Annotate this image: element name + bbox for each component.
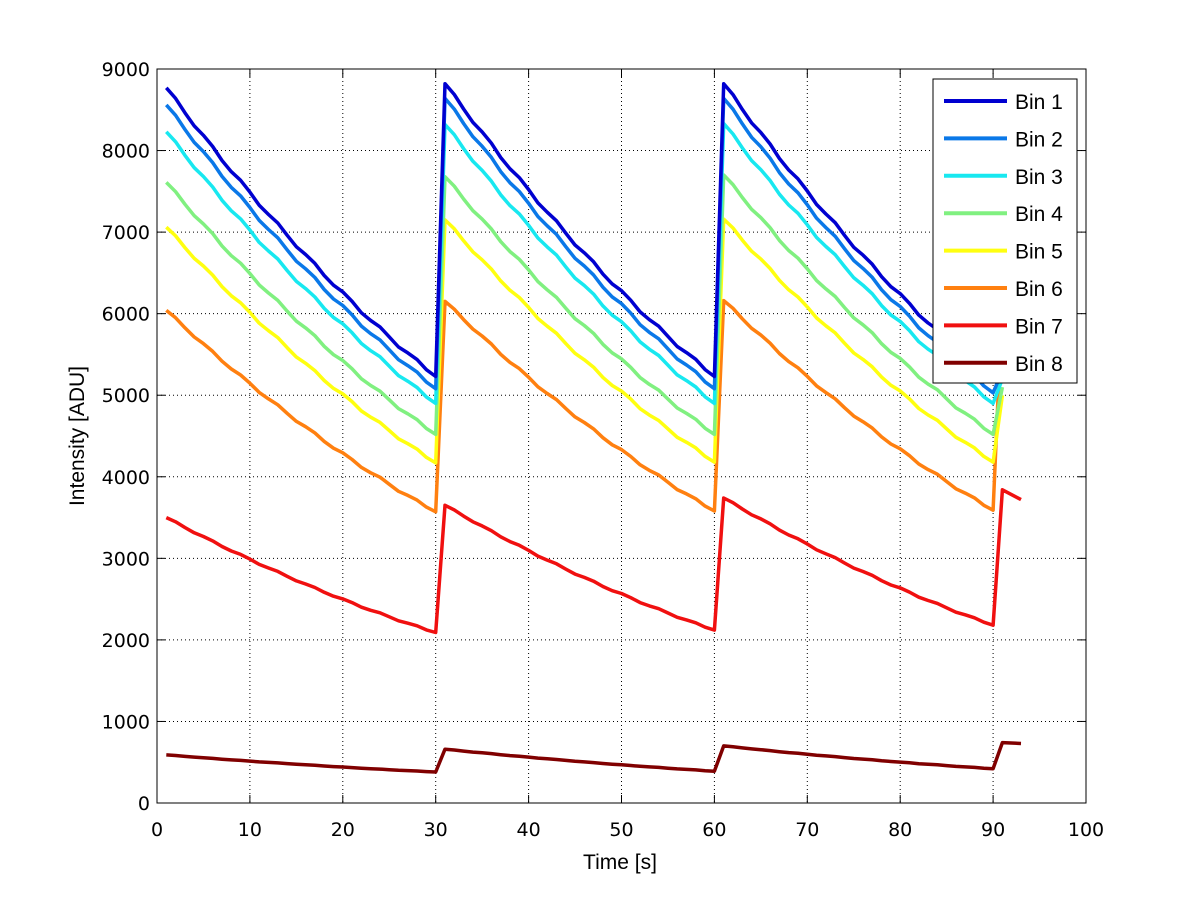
legend-box (932, 78, 1078, 384)
x-tick-labels: 0 10 20 30 40 50 60 70 80 90 100 (151, 819, 1104, 841)
y-tick-label: 4000 (102, 467, 150, 489)
series-line-bin-4 (165, 173, 1005, 437)
x-tick-label: 80 (888, 819, 912, 841)
y-axis-label: Intensity [ADU] (66, 366, 89, 506)
legend-label: Bin 8 (1015, 353, 1063, 376)
x-tick-label: 70 (795, 819, 819, 841)
x-tick-label: 30 (424, 819, 448, 841)
series-line-bin-6 (165, 297, 1005, 514)
x-tick-label: 60 (702, 819, 726, 841)
axis-ticks (156, 68, 1087, 804)
y-tick-label: 3000 (102, 548, 150, 570)
y-tick-label: 5000 (102, 385, 150, 407)
legend-label: Bin 6 (1015, 278, 1063, 301)
legend-label: Bin 5 (1015, 241, 1063, 264)
x-tick-label: 50 (609, 819, 633, 841)
y-tick-label: 0 (138, 793, 150, 815)
legend-label: Bin 3 (1015, 166, 1063, 189)
series-line-bin-2 (164, 96, 1005, 395)
x-tick-label: 0 (151, 819, 163, 841)
series-line-bin-8 (166, 740, 1022, 774)
y-tick-label: 7000 (102, 222, 150, 244)
series-line-bin-3 (165, 121, 1005, 406)
x-tick-label: 100 (1068, 819, 1104, 841)
y-tick-label: 6000 (102, 304, 150, 326)
y-tick-label: 1000 (102, 711, 150, 733)
y-tick-label: 9000 (102, 59, 150, 81)
x-tick-label: 10 (238, 819, 262, 841)
y-tick-label: 8000 (102, 141, 150, 163)
plot-background (157, 69, 1086, 803)
grid-lines (157, 69, 1086, 803)
series-layer (164, 81, 1022, 774)
y-tick-label: 2000 (102, 630, 150, 652)
series-line-bin-7 (165, 488, 1022, 635)
series-line-bin-5 (165, 217, 1005, 465)
x-tick-label: 20 (331, 819, 355, 841)
legend-label: Bin 4 (1015, 203, 1063, 226)
x-tick-label: 40 (517, 819, 541, 841)
legend-label: Bin 1 (1015, 91, 1063, 114)
series-line-bin-1 (164, 81, 1004, 383)
legend: Bin 1 Bin 2 Bin 3 Bin 4 Bin 5 Bin 6 Bin 7 Bin 8 (932, 78, 1078, 384)
x-tick-label: 90 (981, 819, 1005, 841)
legend-label: Bin 2 (1015, 128, 1063, 151)
y-tick-labels: 0 1000 2000 3000 4000 5000 6000 7000 8000 9000 (102, 59, 150, 815)
legend-label: Bin 7 (1015, 315, 1063, 338)
x-axis-label: Time [s] (583, 851, 657, 874)
